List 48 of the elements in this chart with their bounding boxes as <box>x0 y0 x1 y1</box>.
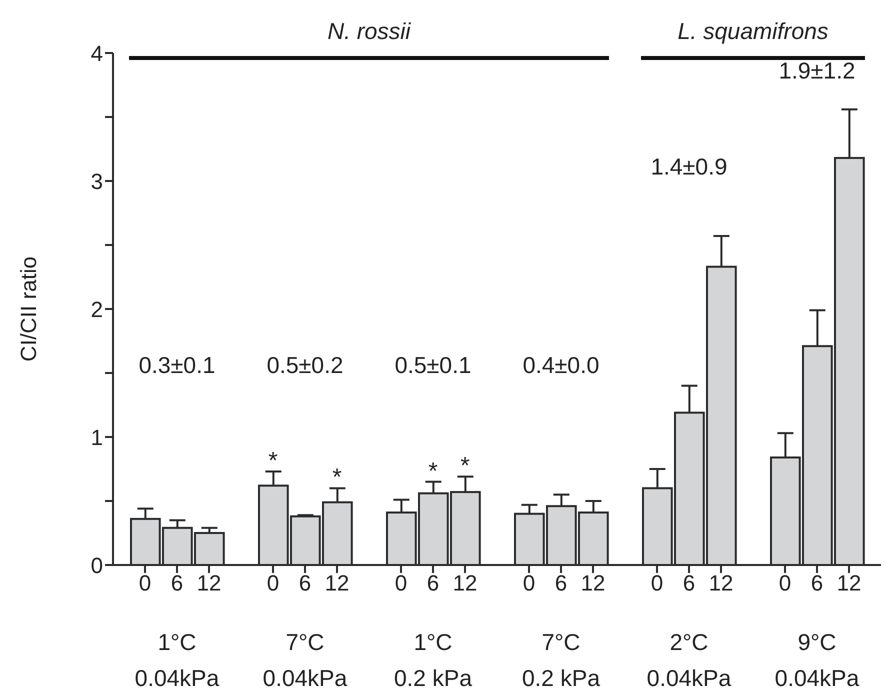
text: 0.04kPa <box>646 665 732 688</box>
text: 1°C <box>158 629 196 655</box>
annotation: * <box>332 464 342 492</box>
text: 0.2 kPa <box>522 665 600 688</box>
x-tick-label: 12 <box>324 570 350 596</box>
annotation: * <box>428 458 438 485</box>
text: 7°C <box>286 629 324 655</box>
x-tick-label: 0 <box>266 570 280 596</box>
annotation: 0.5±0.2 <box>266 352 344 378</box>
x-tick-label: 12 <box>452 570 478 596</box>
text: 0.04kPa <box>262 665 348 688</box>
x-tick-label: 12 <box>836 570 862 596</box>
annotation: * <box>268 448 278 475</box>
y-tick-label: 4 <box>90 40 103 66</box>
y-tick-label: 2 <box>90 296 103 322</box>
text: N. rossii <box>327 18 412 44</box>
text: 0.2 kPa <box>394 665 472 688</box>
annotation: 0.4±0.0 <box>522 352 600 378</box>
x-tick-label: 6 <box>682 570 696 596</box>
text: 0.04kPa <box>774 665 860 688</box>
x-tick-label: 6 <box>298 570 312 596</box>
text: 9°C <box>798 629 836 655</box>
y-tick-label: 1 <box>90 424 103 450</box>
y-tick-label: 3 <box>90 168 103 194</box>
x-tick-label: 6 <box>810 570 824 596</box>
annotation: 0.3±0.1 <box>138 352 216 378</box>
x-tick-label: 6 <box>170 570 184 596</box>
x-tick-label: 12 <box>708 570 734 596</box>
annotation: 0.5±0.1 <box>394 352 472 378</box>
x-tick-label: 0 <box>650 570 664 596</box>
y-tick-label: 0 <box>90 552 103 578</box>
x-tick-label: 0 <box>778 570 792 596</box>
text: 0.04kPa <box>134 665 220 688</box>
x-tick-label: 6 <box>554 570 568 596</box>
y-axis-title: CI/CII ratio <box>16 256 41 362</box>
annotation: 1.4±0.9 <box>650 154 728 180</box>
annotation: * <box>460 452 470 480</box>
text: 2°C <box>670 629 708 655</box>
text: 7°C <box>542 629 580 655</box>
x-tick-label: 12 <box>580 570 606 596</box>
x-tick-label: 0 <box>394 570 408 596</box>
text: 1°C <box>414 629 452 655</box>
x-tick-label: 6 <box>426 570 440 596</box>
text: L. squamifrons <box>678 18 829 44</box>
x-tick-label: 0 <box>138 570 152 596</box>
annotation: 1.9±1.2 <box>778 58 856 84</box>
x-tick-label: 12 <box>196 570 222 596</box>
x-tick-label: 0 <box>522 570 536 596</box>
